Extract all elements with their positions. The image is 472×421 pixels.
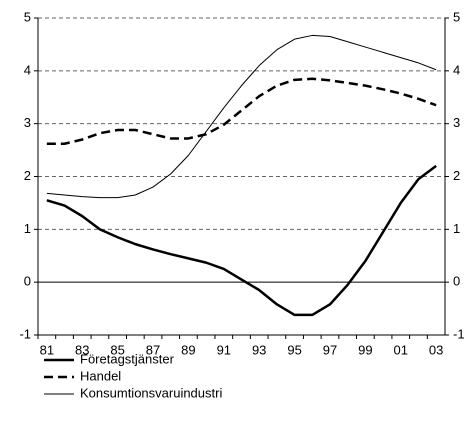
x-tick-label: 01 bbox=[394, 342, 408, 357]
series-line bbox=[46, 77, 437, 145]
x-tick-label: 87 bbox=[146, 342, 160, 357]
y-tick-label: 1 bbox=[24, 221, 31, 236]
y-tick-label: 0 bbox=[24, 274, 31, 289]
x-tick-label: 85 bbox=[110, 342, 124, 357]
y-tick-label: 5 bbox=[24, 9, 31, 24]
legend-label: Handel bbox=[80, 368, 121, 383]
y2-tick-label: 1 bbox=[453, 221, 460, 236]
legend-label: Företagstjänster bbox=[80, 351, 175, 366]
x-tick-label: 03 bbox=[429, 342, 443, 357]
y-tick-label: 3 bbox=[24, 115, 31, 130]
y2-tick-label: 3 bbox=[453, 115, 460, 130]
legend-label: Konsumtionsvaruindustri bbox=[80, 385, 222, 400]
y2-tick-label: 2 bbox=[453, 168, 460, 183]
x-tick-label: 97 bbox=[323, 342, 337, 357]
y-tick-label: -1 bbox=[19, 326, 31, 341]
y-tick-label: 4 bbox=[24, 62, 31, 77]
x-tick-label: 99 bbox=[358, 342, 372, 357]
x-tick-label: 93 bbox=[252, 342, 266, 357]
x-tick-label: 81 bbox=[40, 342, 54, 357]
y2-tick-label: -1 bbox=[453, 326, 465, 341]
y2-tick-label: 5 bbox=[453, 9, 460, 24]
x-tick-label: 83 bbox=[75, 342, 89, 357]
y2-tick-label: 0 bbox=[453, 274, 460, 289]
series-line bbox=[46, 164, 437, 317]
x-tick-label: 95 bbox=[287, 342, 301, 357]
x-tick-label: 89 bbox=[181, 342, 195, 357]
series-line bbox=[46, 34, 437, 199]
x-tick-label: 91 bbox=[217, 342, 231, 357]
y-tick-label: 2 bbox=[24, 168, 31, 183]
y2-tick-label: 4 bbox=[453, 62, 460, 77]
